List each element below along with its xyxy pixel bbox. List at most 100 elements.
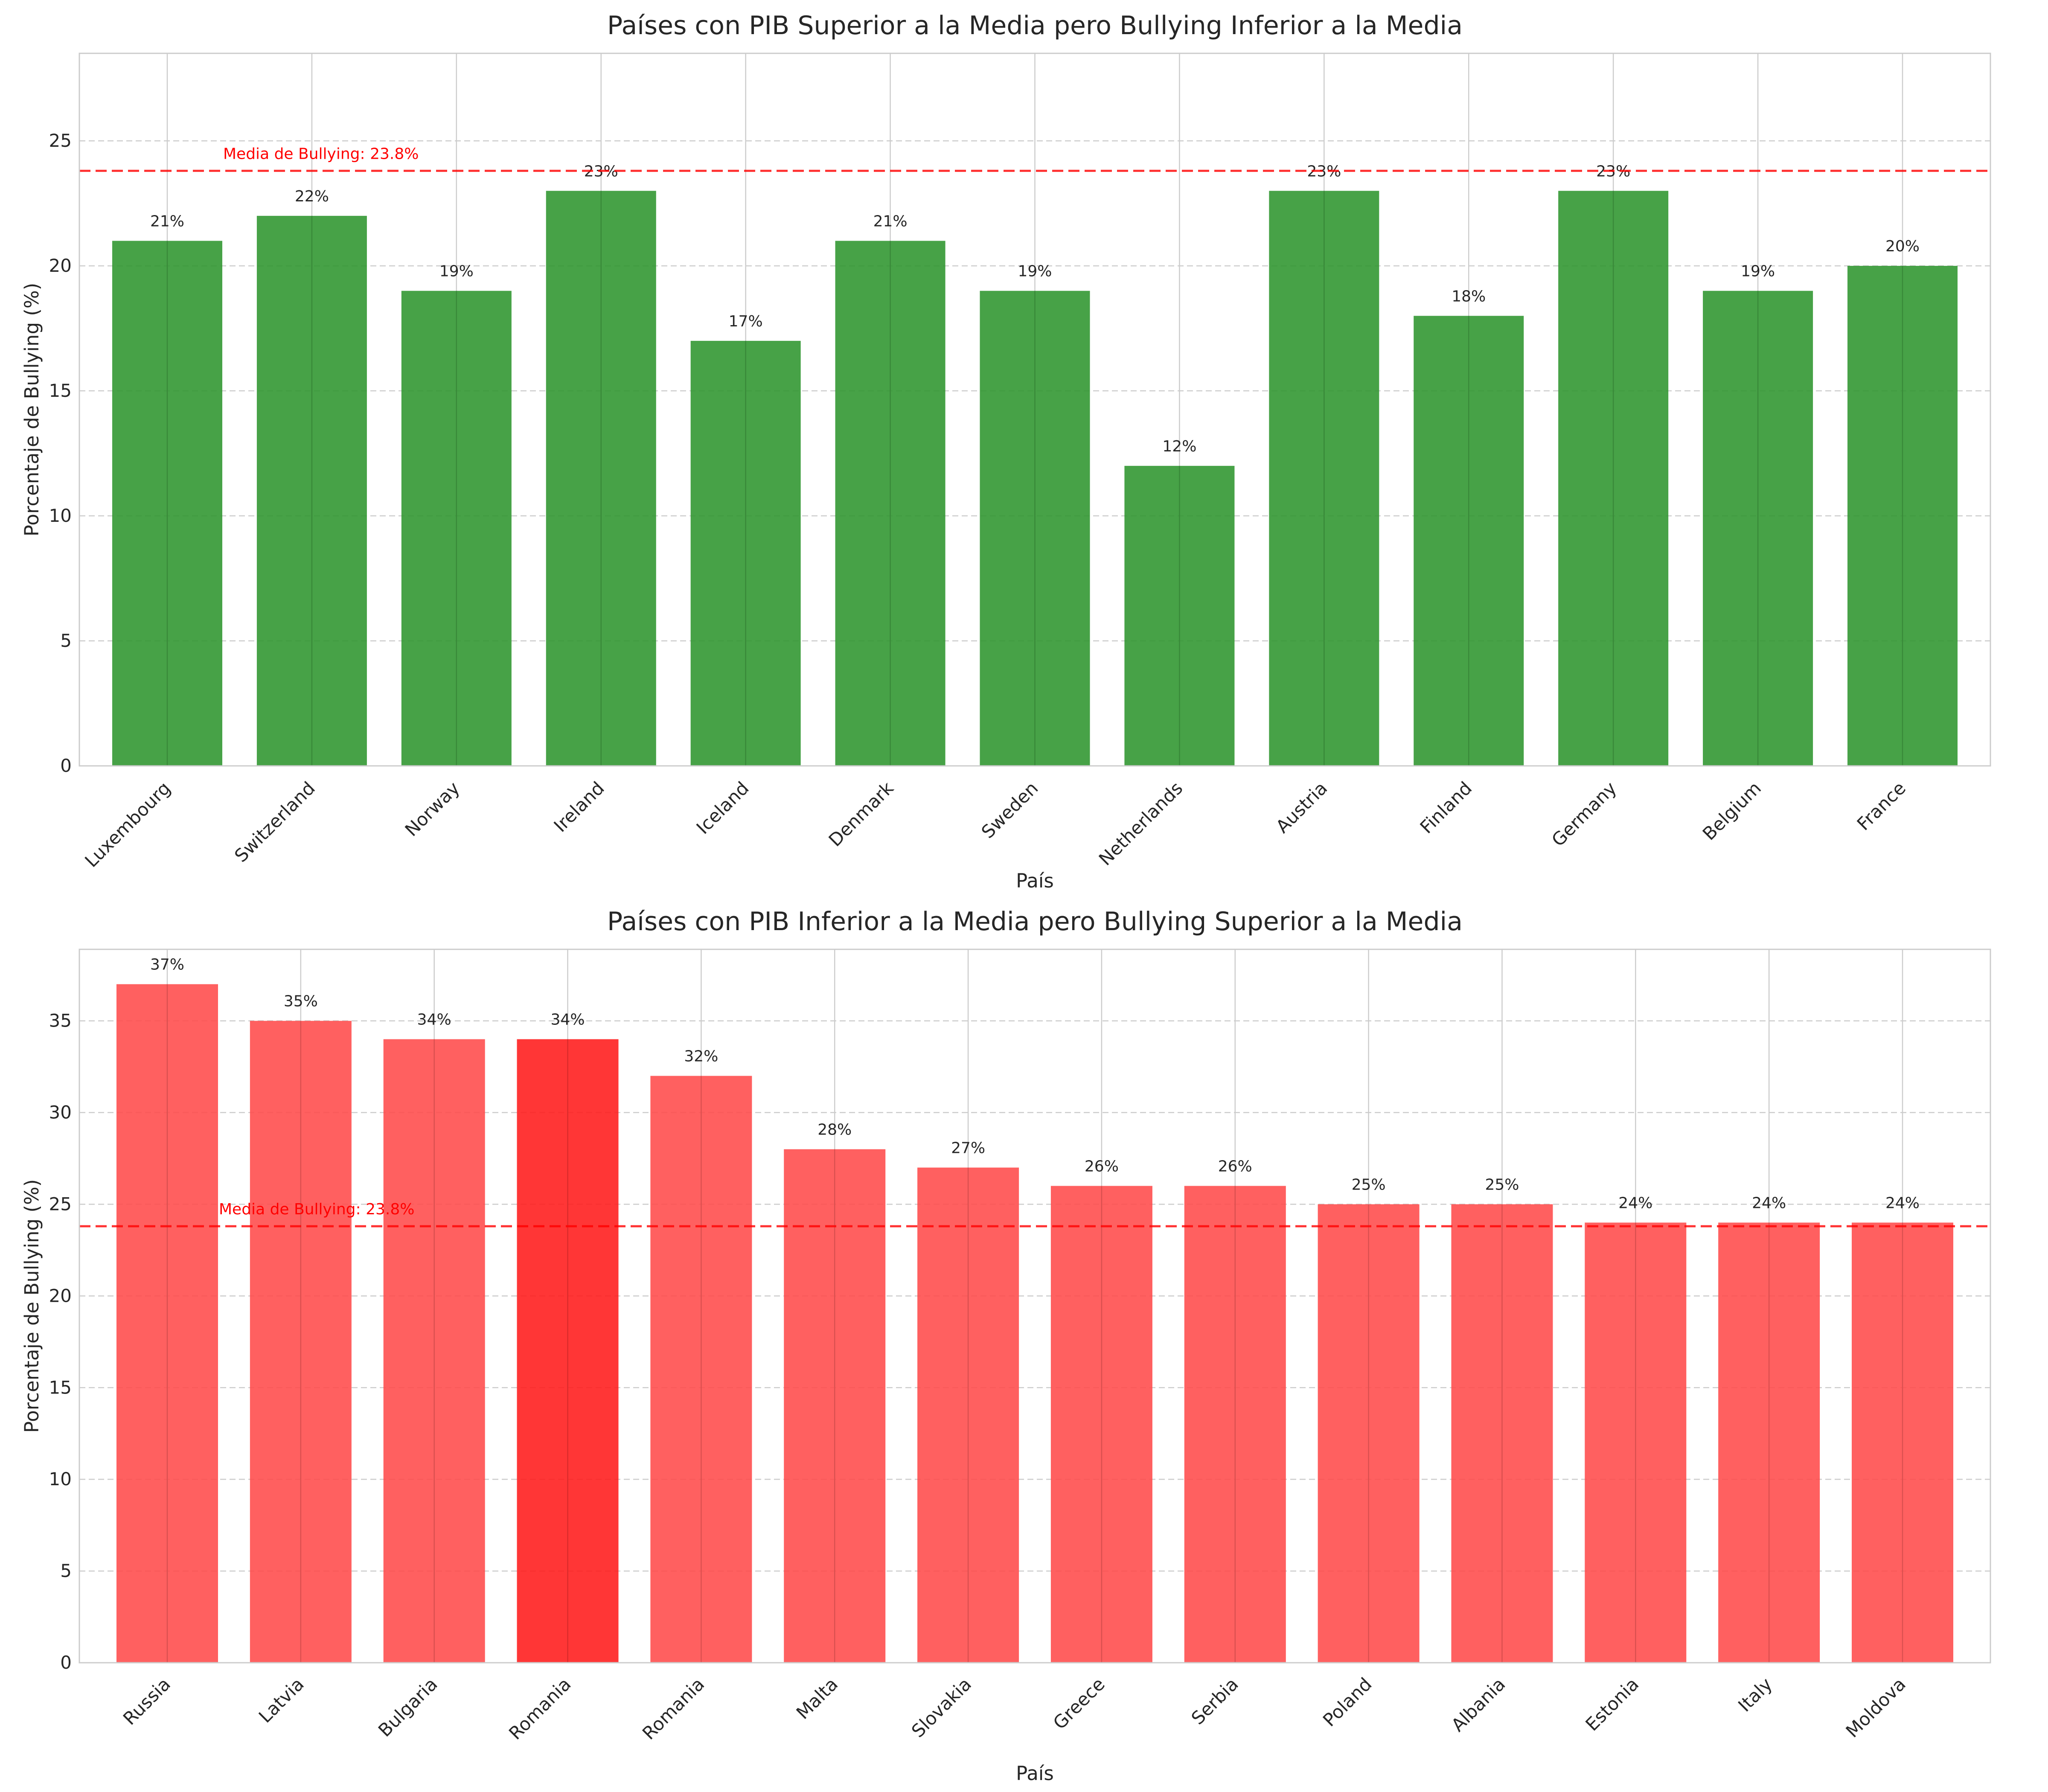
bar-belgium	[1703, 291, 1813, 766]
bar-value-label: 34%	[417, 1011, 451, 1029]
bar-moldova	[1852, 1222, 1953, 1663]
bar-estonia	[1585, 1222, 1687, 1663]
x-axis-label: País	[1016, 1762, 1054, 1785]
bar-sweden	[980, 291, 1090, 766]
y-tick-label: 30	[49, 1102, 72, 1123]
x-tick-label: Moldova	[1842, 1673, 1910, 1741]
bar-value-label: 20%	[1885, 238, 1920, 255]
chart-title: Países con PIB Superior a la Media pero …	[607, 11, 1463, 41]
bar-romania	[517, 1039, 619, 1663]
bar-value-label: 12%	[1162, 438, 1196, 455]
bar-value-label: 24%	[1618, 1194, 1652, 1212]
x-tick-label: Ireland	[550, 777, 608, 836]
bar-value-label: 25%	[1485, 1176, 1519, 1193]
bar-slovakia	[917, 1167, 1019, 1663]
bar-value-label: 24%	[1885, 1194, 1920, 1212]
bar-germany	[1558, 191, 1669, 766]
bar-value-label: 32%	[684, 1048, 718, 1065]
x-tick-label: Poland	[1319, 1673, 1376, 1731]
mean-line-label: Media de Bullying: 23.8%	[219, 1201, 414, 1218]
x-tick-label: Estonia	[1581, 1673, 1643, 1735]
bar-bulgaria	[383, 1039, 485, 1663]
bar-iceland	[690, 340, 801, 766]
x-tick-label: Greece	[1049, 1673, 1109, 1733]
bar-france	[1847, 266, 1958, 766]
x-tick-label: Russia	[119, 1673, 175, 1729]
y-tick-label: 15	[49, 380, 72, 401]
bar-ireland	[546, 191, 656, 766]
bar-netherlands	[1124, 465, 1235, 766]
bar-luxembourg	[112, 241, 222, 766]
x-tick-label: Germany	[1548, 777, 1620, 850]
bar-value-label: 18%	[1452, 288, 1486, 305]
x-tick-label: Latvia	[255, 1673, 308, 1727]
x-tick-label: Romania	[638, 1673, 709, 1744]
x-tick-label: Albania	[1447, 1673, 1510, 1736]
bar-austria	[1269, 191, 1379, 766]
y-tick-label: 10	[49, 1469, 72, 1489]
bar-latvia	[250, 1021, 352, 1663]
bar-russia	[116, 984, 218, 1663]
bar-finland	[1414, 316, 1524, 766]
chart-title: Países con PIB Inferior a la Media pero …	[607, 907, 1463, 937]
x-tick-label: Italy	[1734, 1673, 1776, 1716]
bar-value-label: 25%	[1352, 1176, 1386, 1193]
bar-value-label: 19%	[1741, 263, 1775, 280]
x-tick-label: France	[1853, 777, 1910, 834]
bar-value-label: 19%	[1018, 263, 1052, 280]
x-tick-label: Denmark	[825, 777, 898, 851]
bar-serbia	[1184, 1186, 1286, 1663]
x-tick-label: Romania	[505, 1673, 575, 1744]
bar-denmark	[835, 241, 945, 766]
x-tick-label: Switzerland	[230, 777, 319, 866]
chart-2: 0 5 10 15 20 25 30 35 37% Russia 35% Latvia 34% Bulga…	[20, 907, 1991, 1785]
y-tick-label: 35	[49, 1010, 72, 1031]
x-axis-label: País	[1016, 870, 1054, 892]
x-tick-label: Netherlands	[1095, 777, 1187, 870]
y-tick-label: 20	[49, 255, 72, 276]
x-tick-label: Finland	[1416, 777, 1476, 838]
bar-value-label: 28%	[817, 1121, 852, 1139]
axes-frame	[79, 52, 1991, 767]
x-tick-label: Sweden	[977, 777, 1042, 842]
bar-value-label: 37%	[150, 956, 184, 974]
bar-switzerland	[256, 215, 367, 766]
x-tick-label: Norway	[401, 777, 464, 840]
bar-value-label: 26%	[1218, 1158, 1252, 1175]
y-axis-label: Porcentaje de Bullying (%)	[20, 1179, 43, 1433]
y-axis-label: Porcentaje de Bullying (%)	[20, 283, 43, 537]
y-tick-label: 5	[60, 630, 72, 651]
x-tick-label: Iceland	[692, 777, 753, 838]
bar-value-label: 24%	[1752, 1194, 1786, 1212]
bar-value-label: 21%	[873, 212, 908, 230]
bar-malta	[784, 1149, 886, 1663]
y-tick-label: 5	[60, 1560, 72, 1581]
y-tick-label: 20	[49, 1285, 72, 1306]
bar-greece	[1050, 1186, 1152, 1663]
bar-poland	[1318, 1204, 1420, 1663]
bar-value-label: 19%	[439, 263, 474, 280]
x-tick-label: Malta	[792, 1673, 842, 1723]
mean-line-label: Media de Bullying: 23.8%	[223, 145, 419, 163]
y-tick-label: 25	[49, 1193, 72, 1214]
bar-value-label: 35%	[284, 993, 318, 1010]
x-tick-label: Luxembourg	[81, 777, 175, 871]
y-tick-label: 0	[60, 755, 72, 776]
bar-value-label: 27%	[951, 1139, 985, 1157]
bar-italy	[1718, 1222, 1820, 1663]
x-tick-label: Serbia	[1187, 1673, 1242, 1728]
bar-romania	[650, 1076, 752, 1663]
bar-value-label: 22%	[295, 188, 329, 205]
x-tick-label: Austria	[1272, 777, 1332, 837]
y-tick-label: 15	[49, 1377, 72, 1398]
x-tick-label: Belgium	[1699, 777, 1765, 844]
x-tick-label: Bulgaria	[374, 1673, 442, 1741]
y-tick-label: 10	[49, 505, 72, 526]
bar-value-label: 17%	[729, 313, 763, 330]
bar-value-label: 26%	[1085, 1158, 1119, 1175]
bar-value-label: 21%	[150, 212, 184, 230]
y-tick-label: 0	[60, 1652, 72, 1673]
x-tick-label: Slovakia	[908, 1673, 975, 1741]
bar-value-label: 34%	[551, 1011, 585, 1029]
